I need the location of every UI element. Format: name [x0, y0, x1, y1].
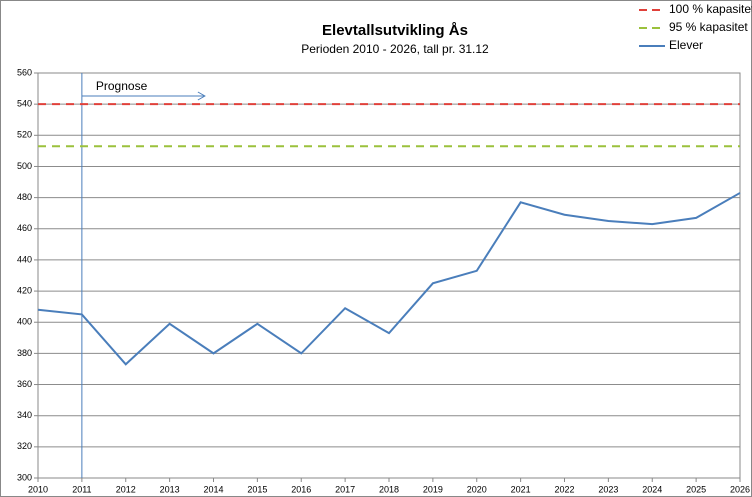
y-tick-label: 520: [17, 130, 32, 140]
y-tick-label: 500: [17, 161, 32, 171]
y-tick-label: 560: [17, 67, 32, 77]
x-tick-label: 2023: [598, 484, 618, 494]
plot-area: [37, 72, 741, 479]
series-line: [37, 192, 741, 366]
x-tick-label: 2017: [335, 484, 355, 494]
x-tick-label: 2021: [511, 484, 531, 494]
y-tick-label: 360: [17, 379, 32, 389]
y-tick-label: 440: [17, 254, 32, 264]
x-tick-label: 2019: [423, 484, 443, 494]
x-tick-label: 2022: [554, 484, 574, 494]
y-tick-label: 540: [17, 99, 32, 109]
y-tick-label: 460: [17, 223, 32, 233]
chart-subtitle: Perioden 2010 - 2026, tall pr. 31.12: [301, 42, 489, 56]
x-tick-label: 2016: [291, 484, 311, 494]
y-tick-label: 320: [17, 441, 32, 451]
legend-label: 100 % kapasitet: [669, 2, 752, 16]
x-tick-label: 2014: [203, 484, 223, 494]
x-tick-label: 2026: [730, 484, 750, 494]
x-tick-label: 2018: [379, 484, 399, 494]
x-tick-label: 2015: [247, 484, 267, 494]
x-tick-label: 2011: [72, 484, 91, 494]
y-tick-label: 300: [17, 472, 32, 482]
x-tick-label: 2025: [686, 484, 706, 494]
x-tick-label: 2012: [116, 484, 136, 494]
legend-label: 95 % kapasitet: [669, 20, 748, 34]
x-tick-label: 2024: [642, 484, 662, 494]
y-tick-label: 340: [17, 410, 32, 420]
y-tick-label: 420: [17, 285, 32, 295]
x-tick-label: 2010: [28, 484, 48, 494]
y-tick-label: 480: [17, 192, 32, 202]
chart-title: Elevtallsutvikling Ås: [322, 22, 468, 39]
annotation-arrowhead: [197, 91, 206, 101]
y-tick-label: 380: [17, 348, 32, 358]
annotation-text: Prognose: [96, 79, 148, 93]
y-tick-label: 400: [17, 317, 32, 327]
x-tick-label: 2013: [160, 484, 180, 494]
legend-label: Elever: [669, 38, 703, 52]
x-tick-label: 2020: [467, 484, 487, 494]
